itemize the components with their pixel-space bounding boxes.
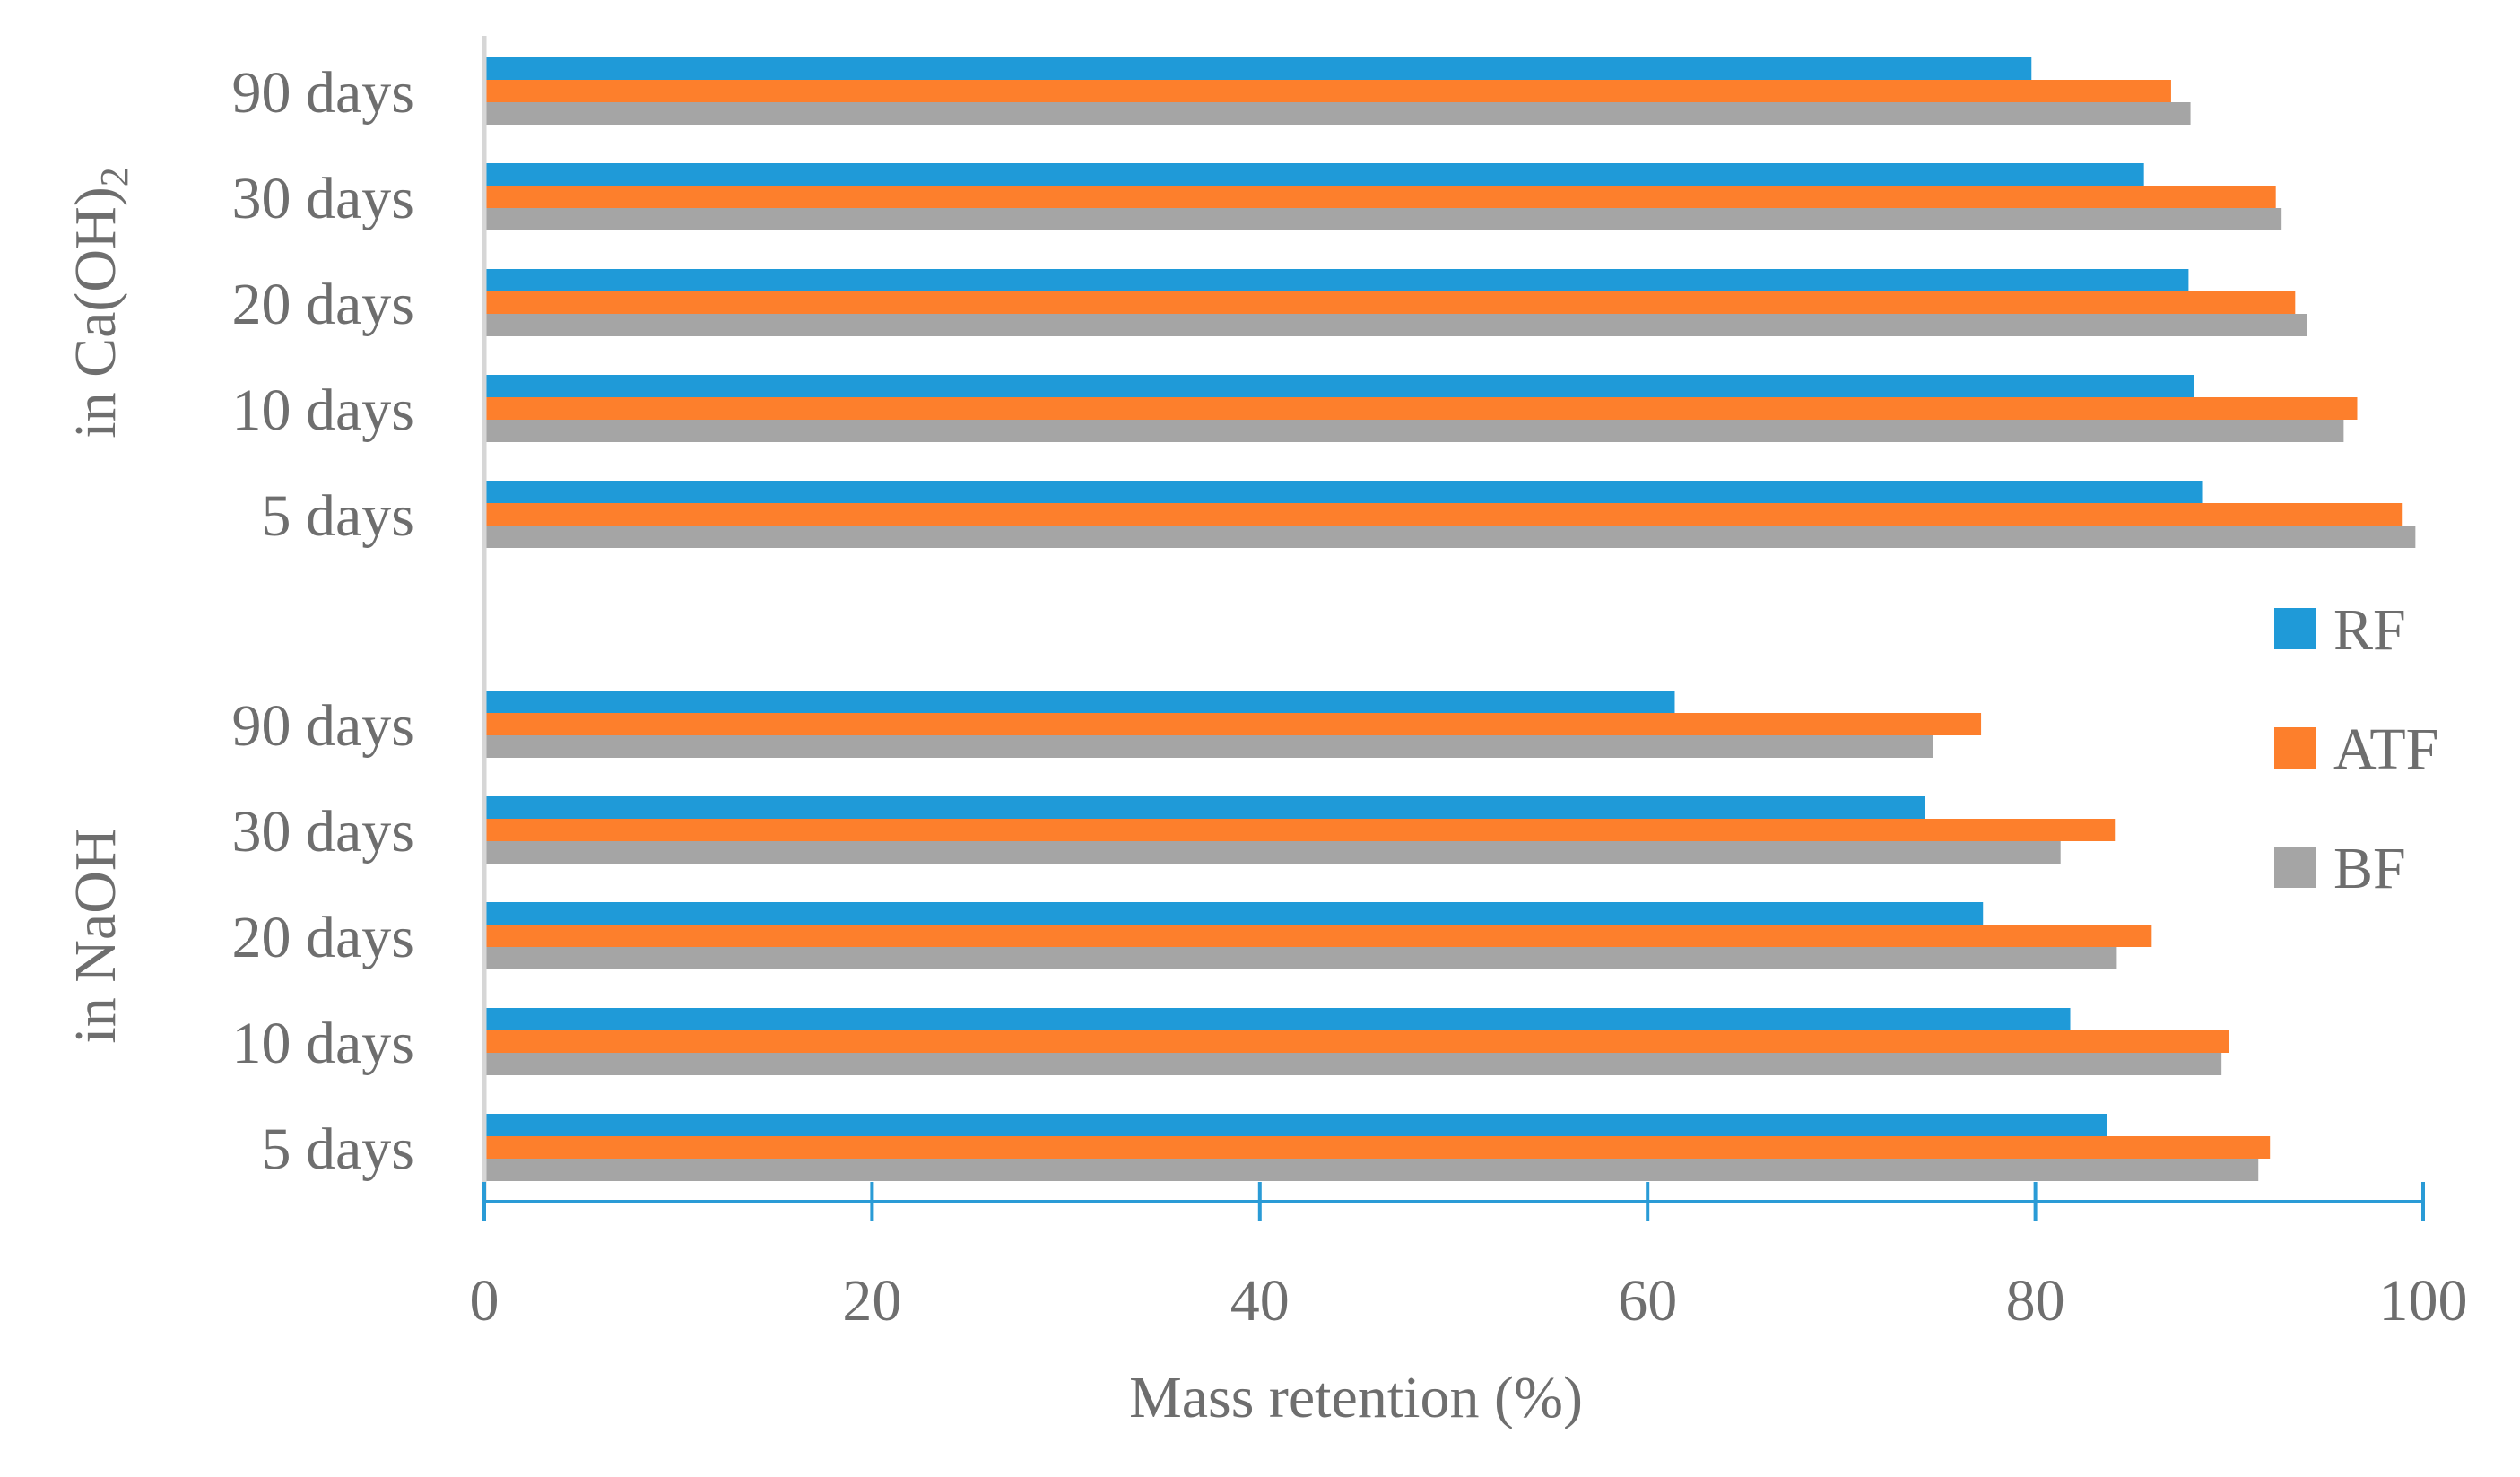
bar-rf: [484, 163, 2144, 186]
bar-atf: [484, 397, 2358, 420]
bar-rf: [484, 1008, 2071, 1030]
group-label: in NaOH: [63, 828, 128, 1043]
bar-atf: [484, 503, 2403, 526]
bar-atf: [484, 819, 2116, 841]
category-label: 90 days: [232, 693, 414, 759]
bar-atf: [484, 80, 2171, 102]
bar-rf: [484, 269, 2189, 291]
bar-bf: [484, 526, 2416, 548]
bar-bf: [484, 102, 2191, 125]
x-axis-title: Mass retention (%): [1129, 1365, 1583, 1430]
bars-layer: [484, 57, 2416, 1181]
bar-rf: [484, 481, 2203, 503]
bar-bf: [484, 208, 2282, 230]
category-label: 5 days: [262, 483, 414, 549]
bar-bf: [484, 314, 2307, 336]
category-label: 20 days: [232, 272, 414, 337]
bar-atf: [484, 713, 1982, 735]
bar-bf: [484, 1159, 2259, 1181]
legend-swatch-rf: [2274, 608, 2316, 649]
bar-atf: [484, 925, 2152, 947]
legend-label: RF: [2333, 597, 2406, 663]
legend-swatch-bf: [2274, 847, 2316, 888]
x-tick-label: 0: [470, 1268, 500, 1334]
group-label: in Ca(OH)2: [63, 167, 136, 438]
category-label: 30 days: [232, 166, 414, 231]
x-tick-label: 20: [842, 1268, 901, 1334]
x-tick-label: 100: [2379, 1268, 2468, 1334]
bar-bf: [484, 841, 2061, 864]
bar-rf: [484, 796, 1925, 819]
category-label: 5 days: [262, 1116, 414, 1182]
bar-atf: [484, 1136, 2271, 1159]
group-label-subscript: 2: [92, 167, 136, 187]
bar-atf: [484, 1030, 2229, 1053]
x-tick-label: 60: [1618, 1268, 1677, 1334]
bar-atf: [484, 291, 2296, 314]
bar-bf: [484, 947, 2117, 969]
group-labels: in Ca(OH)2 in NaOH: [63, 167, 136, 1043]
bar-bf: [484, 1053, 2222, 1075]
legend-swatch-atf: [2274, 727, 2316, 769]
category-label: 90 days: [232, 60, 414, 126]
x-axis: 0 20 40 60 80 100: [470, 1182, 2468, 1334]
bar-rf: [484, 691, 1675, 713]
category-label: 20 days: [232, 905, 414, 970]
legend: RF ATF BF: [2274, 597, 2438, 901]
bar-rf: [484, 57, 2032, 80]
bar-rf: [484, 902, 1984, 925]
bar-rf: [484, 1114, 2107, 1136]
bar-bf: [484, 735, 1933, 758]
legend-label: ATF: [2333, 717, 2438, 782]
x-tick-label: 80: [2006, 1268, 2065, 1334]
x-tick-label: 40: [1230, 1268, 1290, 1334]
category-label: 10 days: [232, 1011, 414, 1076]
bar-bf: [484, 420, 2344, 442]
category-label: 10 days: [232, 378, 414, 443]
category-label: 30 days: [232, 799, 414, 864]
bar-rf: [484, 375, 2194, 397]
legend-label: BF: [2333, 836, 2406, 901]
bar-atf: [484, 186, 2276, 208]
category-labels: 90 days 30 days 20 days 10 days 5 days 90 day…: [232, 60, 414, 1182]
